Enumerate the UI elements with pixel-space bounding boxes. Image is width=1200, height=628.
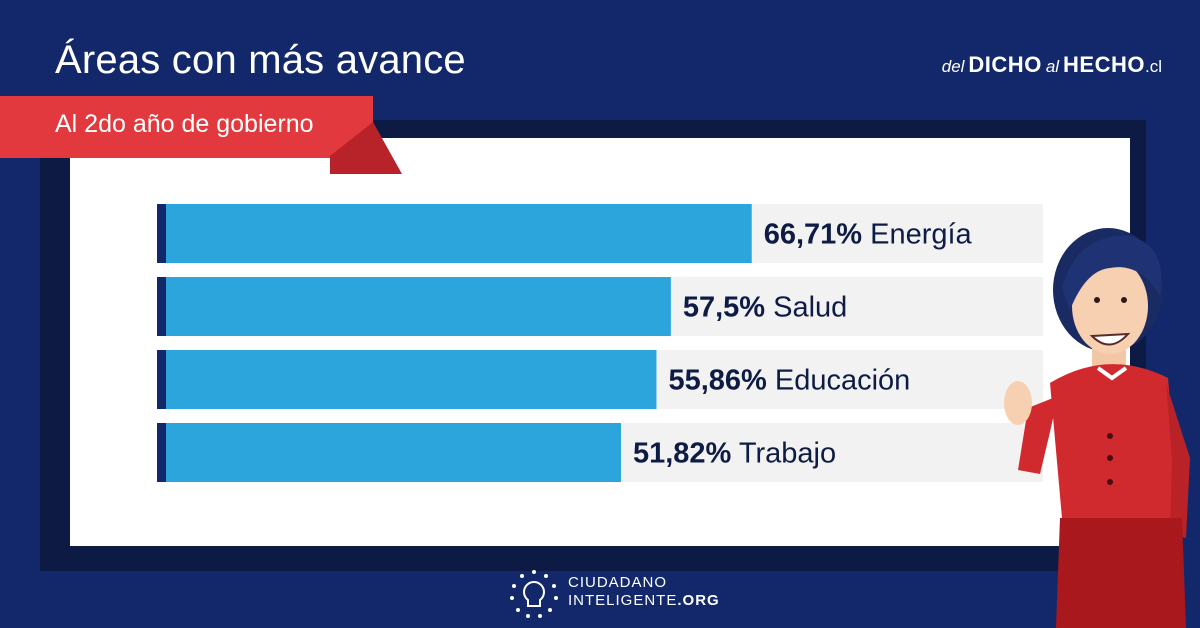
bar-label: 66,71% Energía <box>764 219 973 251</box>
person-illustration <box>1004 228 1190 628</box>
bar-energía <box>166 204 752 263</box>
bar-salud <box>166 277 671 336</box>
bar-edge <box>157 350 166 409</box>
bar-trabajo <box>166 423 621 482</box>
page-title: Áreas con más avance <box>55 38 466 82</box>
bar-category-label: Energía <box>862 219 972 251</box>
bar-edge <box>157 423 166 482</box>
bar-category-label: Salud <box>765 292 847 324</box>
bar-value-label: 66,71% <box>764 219 863 251</box>
page-subtitle: Al 2do año de gobierno <box>55 110 314 138</box>
bar-value-label: 51,82% <box>633 438 732 470</box>
bar-edge <box>157 277 166 336</box>
bar-value-label: 55,86% <box>668 365 767 397</box>
bar-category-label: Trabajo <box>731 438 836 470</box>
bar-value-label: 57,5% <box>683 292 765 324</box>
bar-label: 51,82% Trabajo <box>633 438 836 470</box>
ribbon-fold <box>330 122 402 174</box>
brand-logo: del DICHO al HECHO.cl <box>941 52 1162 77</box>
subtitle-ribbon <box>0 96 373 158</box>
bar-label: 57,5% Salud <box>683 292 847 324</box>
bar-edge <box>157 204 166 263</box>
footer-organization: CIUDADANO INTELIGENTE.ORG <box>568 574 720 609</box>
ciudadano-logo-icon <box>510 570 558 618</box>
bar-category-label: Educación <box>767 365 911 397</box>
bar-educación <box>166 350 657 409</box>
bar-label: 55,86% Educación <box>668 365 910 397</box>
